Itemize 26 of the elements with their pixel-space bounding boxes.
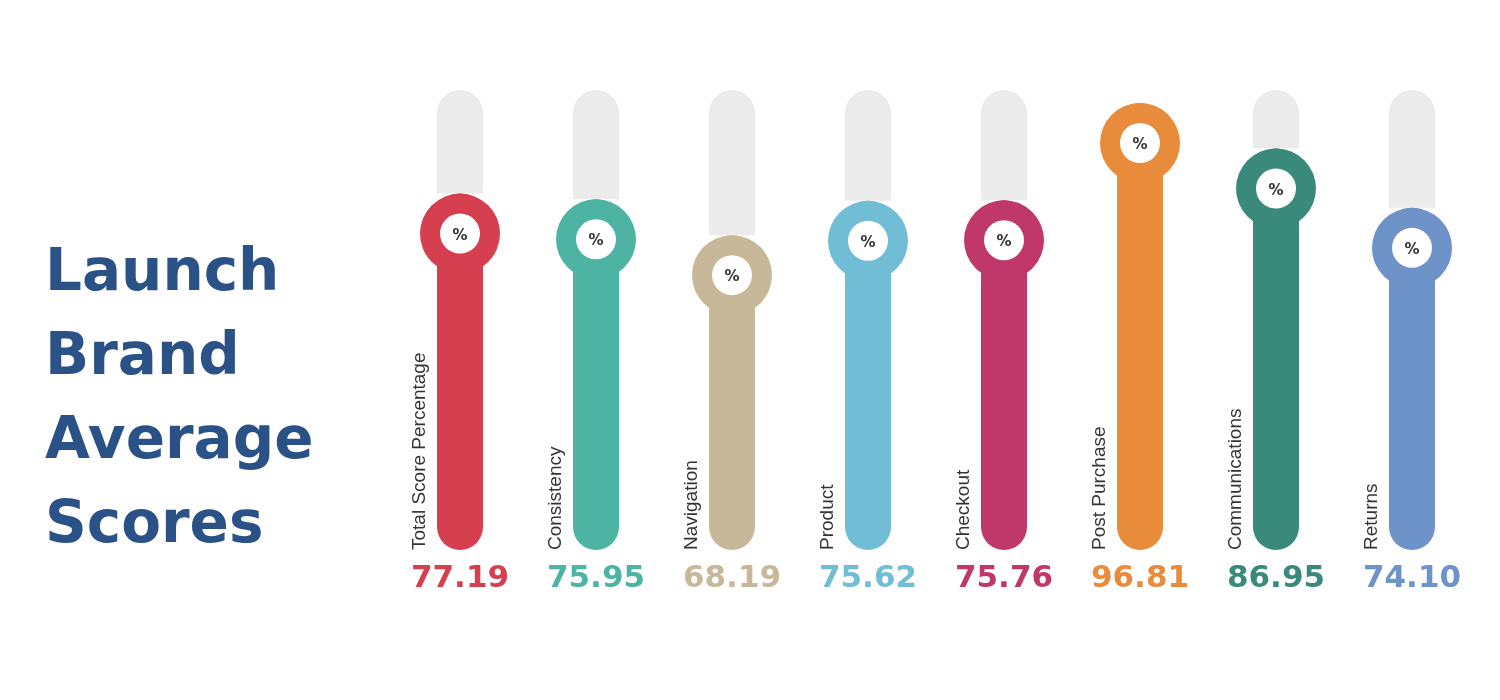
percent-badge-icon: % <box>440 213 480 254</box>
x-tick-label: Total Score Percentage <box>408 352 429 550</box>
x-tick-label: Navigation <box>680 460 701 550</box>
annotation: % <box>452 225 468 244</box>
data-label: 96.81 <box>1090 558 1190 594</box>
data-label: 86.95 <box>1226 558 1326 594</box>
percent-badge-icon: % <box>1120 123 1160 163</box>
text: Launch Brand Average Scores <box>45 236 314 556</box>
x-tick-label: Returns <box>1360 483 1381 550</box>
percent-badge-icon: % <box>984 220 1024 261</box>
data-label: 75.95 <box>546 558 646 594</box>
x-tick-label: Checkout <box>952 469 973 550</box>
percent-badge-icon: % <box>576 219 616 260</box>
x-tick-label: Communications <box>1224 408 1245 550</box>
percent-badge-icon: % <box>712 255 752 296</box>
data-label: 75.62 <box>818 558 918 594</box>
percent-badge-icon: % <box>1256 168 1296 209</box>
data-label: 75.76 <box>954 558 1054 594</box>
x-tick-label: Post Purchase <box>1088 426 1109 550</box>
data-label: 74.10 <box>1362 558 1462 594</box>
percent-badge-icon: % <box>1392 227 1432 268</box>
data-label: 77.19 <box>410 558 510 594</box>
x-tick-label: Product <box>816 483 837 550</box>
percent-badge-icon: % <box>848 220 888 261</box>
x-tick-label: Consistency <box>544 446 565 550</box>
data-label: 68.19 <box>682 558 782 594</box>
